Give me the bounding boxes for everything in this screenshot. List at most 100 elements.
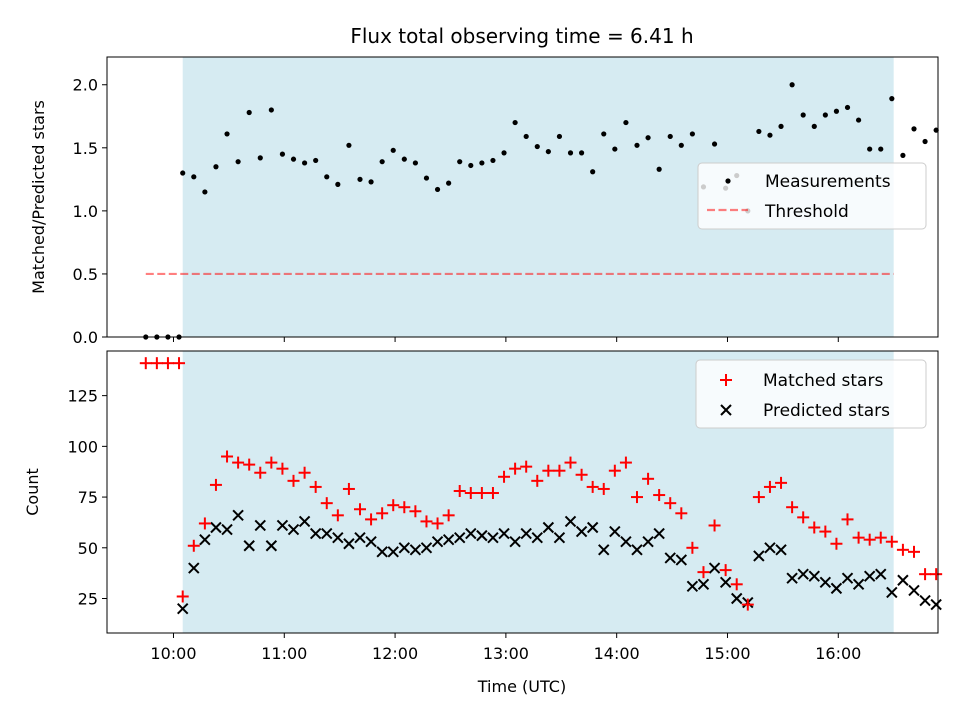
predicted-star-point — [298, 515, 311, 528]
matched-star-point — [630, 491, 643, 504]
legend-measurements-label: Measurements — [765, 172, 891, 192]
matched-star-point — [365, 513, 378, 526]
measurement-point — [556, 133, 563, 140]
count-panel-frame — [106, 350, 939, 634]
matched-star-point — [520, 460, 533, 473]
predicted-star-points — [177, 509, 942, 615]
predicted-star-point — [908, 584, 920, 597]
measurement-point — [689, 131, 695, 137]
predicted-star-point — [897, 574, 909, 586]
predicted-star-point — [886, 586, 898, 599]
matched-star-point — [752, 491, 765, 504]
predicted-star-point — [221, 523, 233, 536]
matched-star-point — [896, 543, 909, 556]
measurement-points — [143, 82, 939, 340]
predicted-star-point — [243, 540, 255, 552]
measurement-point — [767, 132, 773, 138]
predicted-star-point — [531, 531, 543, 544]
count-y-tick-label: 100 — [67, 437, 98, 456]
predicted-star-point — [442, 533, 455, 546]
matched-star-point — [730, 578, 743, 591]
measurement-point — [567, 150, 574, 156]
measurement-point — [623, 119, 629, 126]
matched-star-point — [309, 480, 322, 493]
legend-matched-label: Matched stars — [763, 371, 883, 391]
measurement-point — [678, 142, 684, 148]
predicted-star-point — [598, 544, 610, 556]
predicted-star-point — [675, 554, 688, 566]
matched-star-point — [221, 450, 234, 463]
predicted-star-point — [287, 523, 300, 536]
matched-star-point — [187, 539, 200, 552]
measurement-point — [811, 123, 817, 129]
measurement-point — [368, 179, 374, 185]
matched-star-point — [265, 456, 278, 469]
matched-star-point — [930, 568, 943, 581]
predicted-star-point — [841, 572, 854, 584]
predicted-star-point — [808, 570, 820, 582]
measurement-point — [246, 109, 252, 116]
ratio-axis-ticks: 0.0 0.5 1.0 1.5 2.0 — [73, 76, 839, 347]
predicted-star-point — [498, 527, 510, 540]
matched-star-point — [398, 501, 411, 514]
matched-star-point — [664, 497, 677, 510]
count-x-tick-label: 12:00 — [372, 644, 418, 663]
matched-star-point — [331, 509, 344, 522]
predicted-star-point — [852, 578, 865, 591]
measurement-point — [235, 159, 241, 165]
predicted-star-point — [309, 527, 322, 540]
measurement-point — [434, 186, 441, 193]
measurement-point — [468, 162, 474, 169]
predicted-star-point — [719, 576, 732, 588]
predicted-star-point — [686, 580, 699, 593]
matched-star-point — [442, 509, 455, 522]
measurement-point — [180, 170, 186, 176]
predicted-star-point — [609, 525, 621, 538]
matched-star-point — [139, 357, 152, 370]
matched-star-point — [686, 541, 699, 554]
measurement-point — [800, 112, 806, 118]
count-y-axis-label: Count — [23, 468, 42, 516]
ratio-y-tick-label: 1.0 — [73, 202, 98, 221]
measurement-point — [423, 175, 430, 181]
measurement-point — [401, 156, 407, 162]
predicted-star-point — [642, 535, 654, 548]
predicted-star-point — [553, 531, 566, 544]
ratio-panel: 0.00.51.01.52.0 Matched/Predicted stars … — [29, 56, 939, 347]
predicted-star-point — [875, 568, 887, 580]
matched-star-point — [453, 484, 466, 497]
count-x-axis-label: Time (UTC) — [477, 677, 566, 696]
measurement-point — [634, 142, 640, 148]
measurement-point — [335, 181, 341, 187]
measurement-point — [889, 96, 895, 102]
measurement-point — [512, 119, 518, 126]
count-axis-ticks: 25 50 75 100 125 10:00 11:00 12:00 13:00 14:00 15:… — [67, 387, 861, 663]
measurement-point — [279, 151, 286, 157]
matched-star-point — [475, 487, 488, 500]
ratio-y-tick-label: 0.5 — [73, 265, 98, 284]
matched-star-point — [775, 476, 788, 489]
predicted-star-point — [431, 535, 444, 548]
measurement-point — [534, 143, 540, 150]
matched-star-point — [298, 466, 311, 479]
measurement-point — [612, 146, 618, 152]
predicted-star-point — [708, 562, 721, 574]
measurement-point — [878, 146, 884, 152]
predicted-star-point — [199, 533, 211, 546]
matched-star-point — [575, 468, 588, 481]
matched-star-point — [464, 487, 477, 500]
predicted-star-point — [775, 544, 787, 556]
measurement-point — [844, 104, 851, 111]
matched-star-point — [808, 521, 821, 534]
measurement-point — [667, 133, 673, 140]
ratio-panel-frame — [106, 56, 939, 338]
measurement-point — [490, 157, 496, 164]
matched-star-point — [486, 487, 499, 500]
matched-star-point — [287, 474, 300, 487]
predicted-star-point — [575, 525, 588, 538]
matched-star-point — [498, 470, 511, 483]
count-panel: 25 50 75 100 125 10:00 11:00 12:00 13:00 14:00 15:… — [23, 350, 943, 696]
predicted-star-point — [697, 578, 710, 591]
predicted-star-point — [321, 527, 333, 540]
